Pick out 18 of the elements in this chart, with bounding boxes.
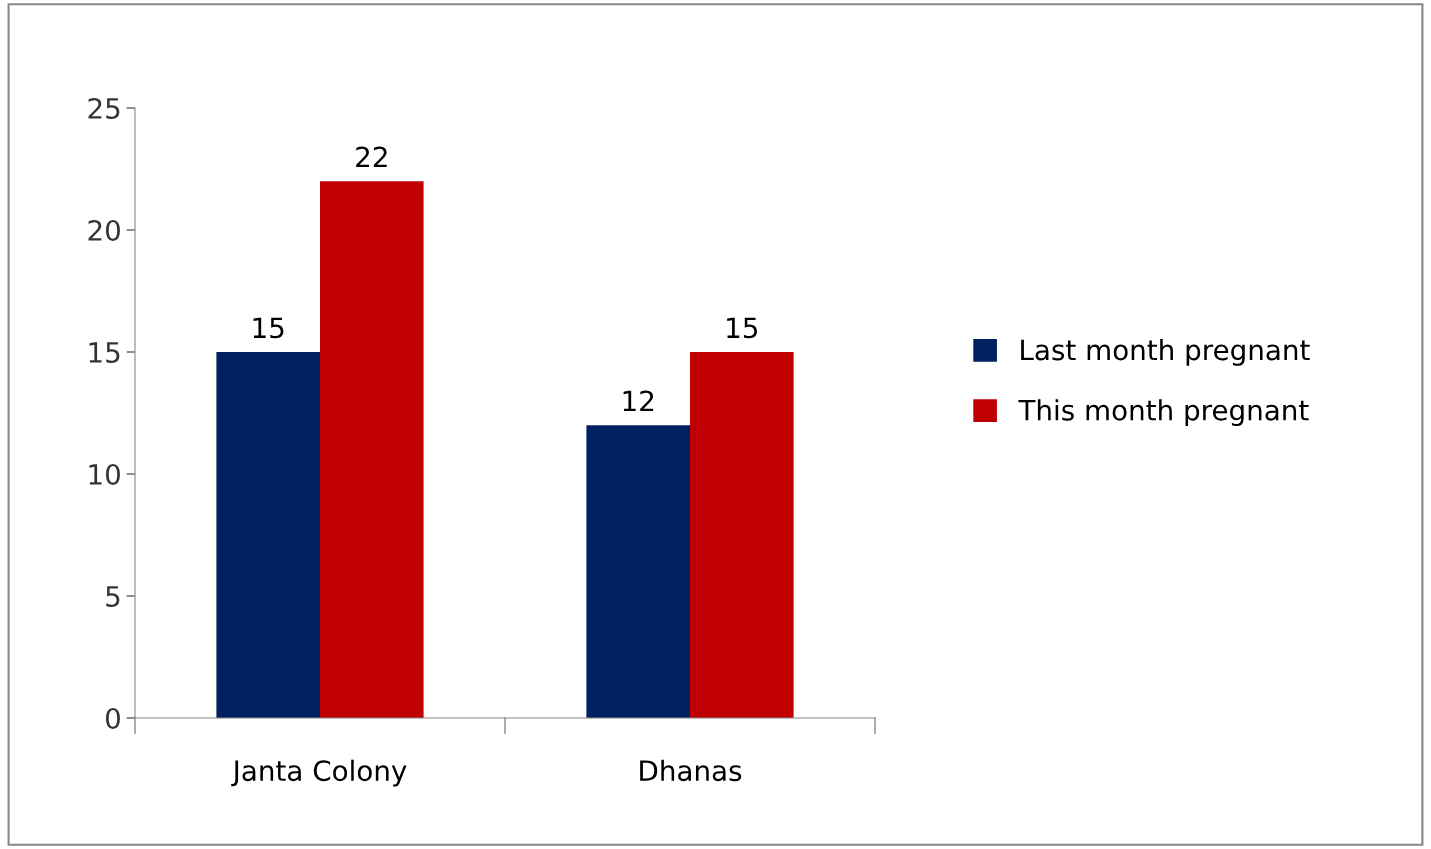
- x-tick-label: Dhanas: [640, 759, 742, 782]
- data-label: 22: [356, 146, 387, 168]
- data-label: 15: [253, 317, 284, 339]
- bar: [690, 352, 794, 718]
- y-tick-label: 10: [89, 463, 120, 485]
- bar: [216, 352, 320, 718]
- bar: [320, 181, 424, 718]
- y-tick-label: 5: [106, 586, 120, 607]
- data-label: 15: [727, 317, 758, 339]
- y-tick-label: 25: [88, 97, 120, 119]
- bar: [586, 425, 690, 718]
- y-tick-label: 15: [89, 342, 120, 363]
- y-tick-label: 0: [105, 707, 120, 729]
- data-label: 12: [623, 390, 654, 412]
- y-tick-label: 20: [88, 219, 120, 241]
- x-tick-label: Janta Colony: [231, 759, 407, 787]
- legend-label: Last month pregnant: [1021, 338, 1310, 366]
- legend-label: This month pregnant: [1018, 399, 1309, 427]
